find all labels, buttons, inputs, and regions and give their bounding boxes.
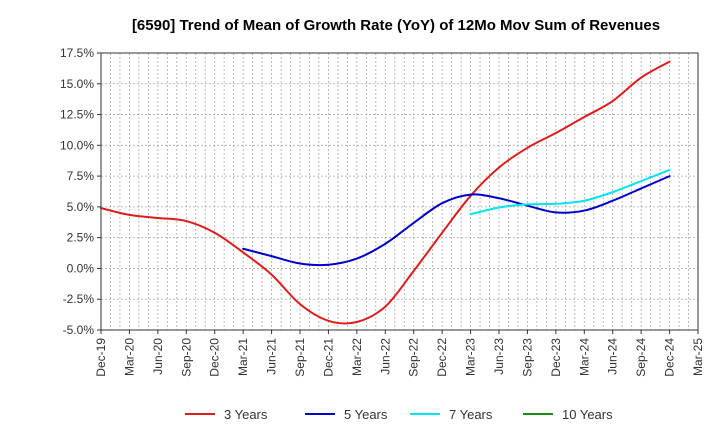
x-tick-label: Mar-23: [464, 338, 478, 376]
legend: 3 Years 5 Years 7 Years 10 Years: [185, 407, 613, 422]
y-tick-label: -5.0%: [63, 323, 95, 337]
y-tick-label: 5.0%: [67, 200, 95, 214]
y-tick-label: 17.5%: [60, 46, 94, 60]
x-tick-label: Jun-23: [492, 338, 506, 375]
x-tick-label: Sep-24: [634, 338, 648, 377]
x-tick-label: Dec-24: [663, 338, 677, 377]
plot-border: [100, 52, 699, 331]
legend-label-5-years: 5 Years: [344, 407, 388, 422]
x-tick-label: Jun-20: [151, 338, 165, 375]
plot-area: [101, 53, 698, 330]
x-axis-ticks: Dec-19 Mar-20 Jun-20 Sep-20 Dec-20 Mar-21 Jun-…: [94, 330, 705, 377]
x-tick-label: Jun-22: [378, 338, 392, 375]
chart-title: [6590] Trend of Mean of Growth Rate (YoY…: [132, 17, 660, 34]
x-tick-label: Dec-23: [549, 338, 563, 377]
y-tick-label: -2.5%: [63, 292, 95, 306]
y-tick-label: 12.5%: [60, 108, 94, 122]
series-line-5-years: [242, 175, 671, 267]
series-line-3-years: [100, 60, 671, 325]
x-tick-label: Jun-24: [606, 338, 620, 375]
x-tick-label: Mar-24: [577, 338, 591, 376]
x-tick-label: Sep-23: [520, 338, 534, 377]
x-tick-label: Mar-20: [122, 338, 136, 376]
y-tick-label: 2.5%: [67, 231, 95, 245]
x-tick-label: Jun-21: [265, 338, 279, 375]
y-axis-ticks: -5.0% -2.5% 0.0% 2.5% 5.0% 7.5% 10.0% 12.5% 15.0…: [60, 46, 101, 337]
x-tick-label: Dec-19: [94, 338, 108, 377]
legend-label-3-years: 3 Years: [224, 407, 268, 422]
x-tick-label: Dec-21: [321, 338, 335, 377]
x-tick-label: Sep-20: [179, 338, 193, 377]
x-tick-label: Mar-21: [236, 338, 250, 376]
y-tick-label: 7.5%: [67, 169, 95, 183]
x-tick-label: Mar-22: [350, 338, 364, 376]
x-tick-label: Mar-25: [691, 338, 705, 376]
series-line-7-years: [469, 168, 671, 216]
series-lines: [100, 60, 671, 325]
x-tick-label: Sep-22: [407, 338, 421, 377]
y-tick-label: 15.0%: [60, 77, 94, 91]
x-tick-label: Dec-22: [435, 338, 449, 377]
legend-label-7-years: 7 Years: [449, 407, 493, 422]
y-tick-label: 0.0%: [67, 261, 95, 275]
x-tick-label: Sep-21: [293, 338, 307, 377]
legend-label-10-years: 10 Years: [562, 407, 613, 422]
x-tick-label: Dec-20: [208, 338, 222, 377]
y-tick-label: 10.0%: [60, 138, 94, 152]
